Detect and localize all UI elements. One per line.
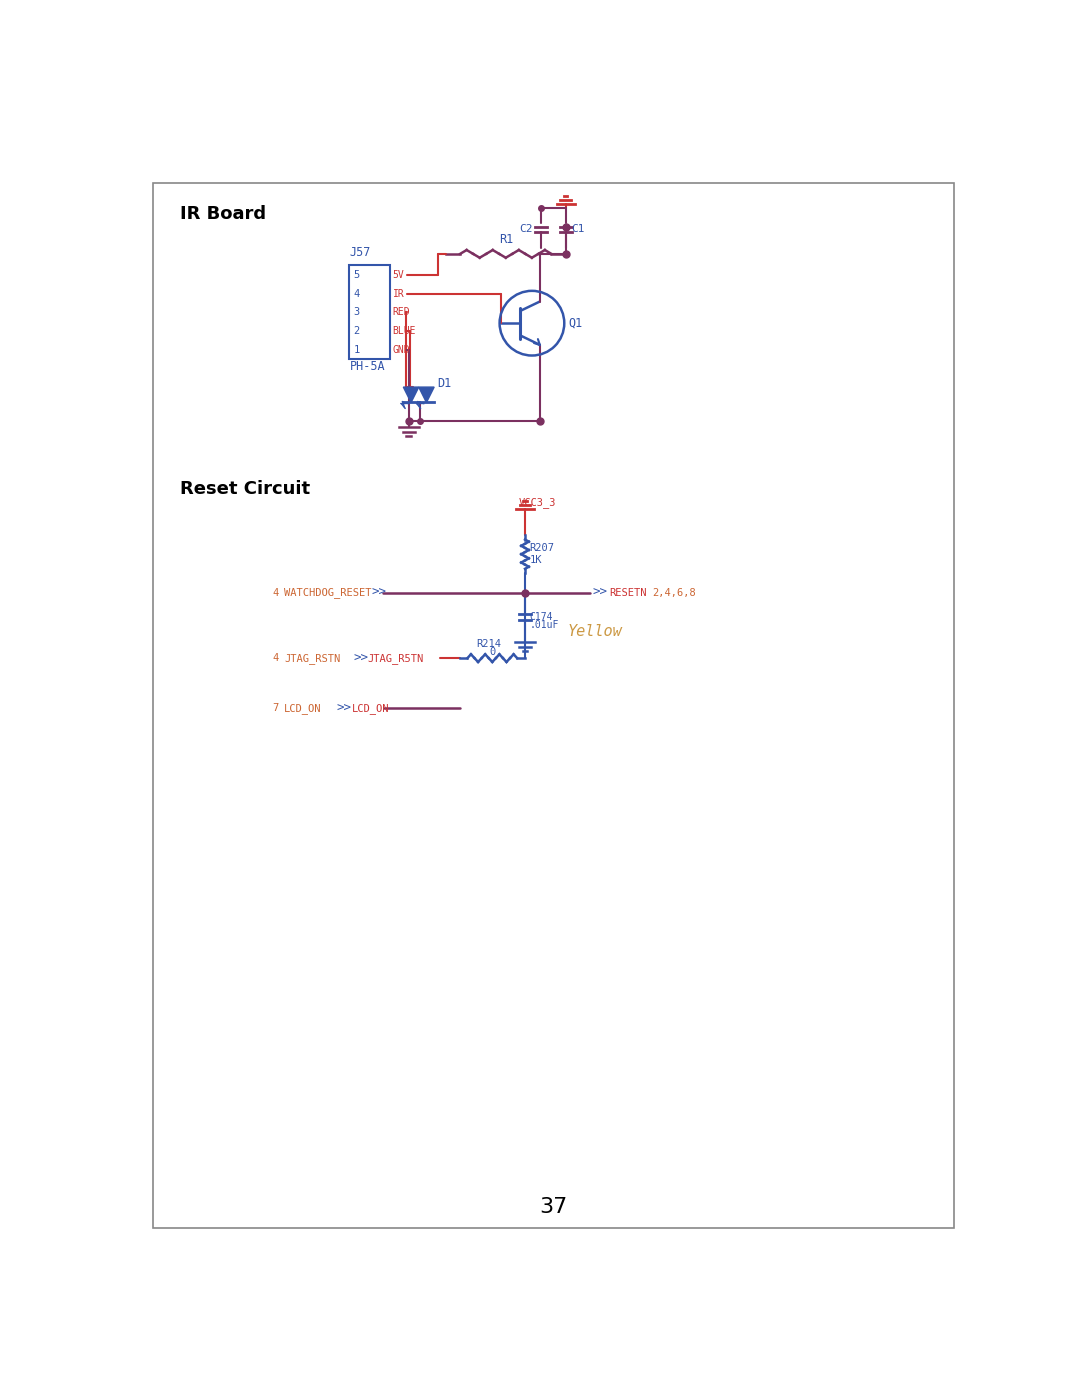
Text: GND: GND [392,345,410,355]
Text: 5V: 5V [392,270,404,279]
Text: 2,4,6,8: 2,4,6,8 [652,588,696,598]
Text: 3: 3 [353,307,360,317]
Text: R1: R1 [499,233,513,246]
Text: >>: >> [372,587,386,599]
Text: R214: R214 [476,640,501,650]
Text: 1: 1 [353,345,360,355]
Text: LCD_ON: LCD_ON [352,703,389,714]
Text: >>: >> [336,701,351,715]
Text: 5: 5 [353,270,360,279]
Text: D1: D1 [437,377,451,390]
Text: 7: 7 [272,703,279,714]
Text: RED: RED [392,307,410,317]
Text: Yellow: Yellow [567,623,622,638]
Text: Reset Circuit: Reset Circuit [180,479,310,497]
Text: C174: C174 [529,612,553,622]
Text: JTAG_RSTN: JTAG_RSTN [284,652,340,664]
Text: 37: 37 [539,1197,568,1217]
Text: 4: 4 [272,588,279,598]
Polygon shape [403,387,419,402]
Text: Q1: Q1 [568,317,582,330]
Text: C2: C2 [519,225,534,235]
Text: C1: C1 [571,225,584,235]
Text: PH-5A: PH-5A [350,360,386,373]
Text: IR: IR [392,289,404,299]
Text: 0: 0 [489,647,496,657]
Text: JTAG_R5TN: JTAG_R5TN [367,652,423,664]
Text: LCD_ON: LCD_ON [284,703,322,714]
Text: 1K: 1K [529,556,542,566]
Text: WATCHDOG_RESET: WATCHDOG_RESET [284,587,372,598]
Text: J57: J57 [350,246,370,260]
Text: 4: 4 [353,289,360,299]
Text: >>: >> [353,651,368,665]
Text: >>: >> [592,587,607,599]
Text: 4: 4 [272,654,279,664]
Text: 2: 2 [353,326,360,337]
Text: .01uF: .01uF [529,620,559,630]
Text: BLUE: BLUE [392,326,416,337]
Text: IR Board: IR Board [180,205,266,224]
Text: VCC3_3: VCC3_3 [518,497,556,509]
Text: RESETN: RESETN [609,588,647,598]
Polygon shape [419,387,434,402]
Bar [350,265,390,359]
Text: R207: R207 [529,543,555,553]
